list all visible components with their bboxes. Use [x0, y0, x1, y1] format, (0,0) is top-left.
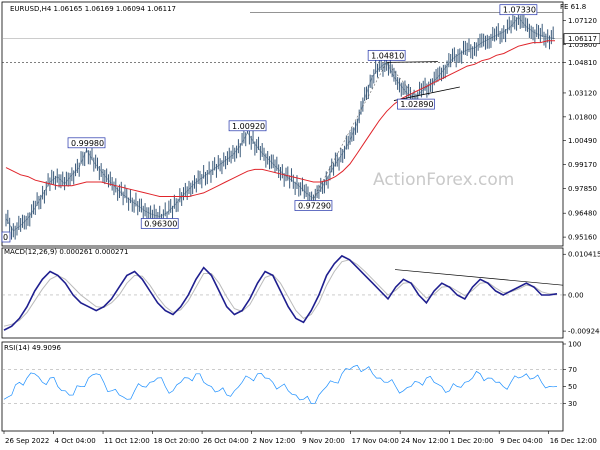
- panel-frame: [1, 247, 564, 339]
- price-line: [5, 16, 556, 232]
- x-tick-label: 2 Nov 12:00: [253, 437, 296, 445]
- price-y-tick-label: 1.04810: [568, 59, 597, 67]
- rsi-panel: 100 70 50 30: [1, 341, 581, 432]
- level-label-box: [499, 4, 538, 16]
- moving-average-line: [5, 40, 555, 197]
- wave-dotted: [313, 62, 387, 199]
- level-label: 1.07330: [503, 6, 536, 15]
- trendline-upper: [386, 61, 438, 63]
- x-tick-label: 4 Oct 04:00: [55, 437, 96, 445]
- level-label-box: [67, 137, 106, 149]
- x-tick-label: 9 Dec 04:00: [500, 437, 543, 445]
- price-y-tick-label: 1.01800: [568, 113, 597, 121]
- wave-dotted: [386, 62, 417, 98]
- x-tick-label: 26 Oct 04:00: [203, 437, 249, 445]
- price-y-tick-label: 0.96480: [568, 210, 597, 218]
- level-label: 1.04810: [371, 51, 404, 60]
- macd-divergence-line: [394, 269, 564, 286]
- macd-line: [3, 254, 558, 331]
- macd-signal-line: [3, 259, 557, 327]
- x-tick-label: 17 Nov 04:00: [352, 437, 399, 445]
- price-y-tick-label: 1.00490: [568, 137, 597, 145]
- current-price-tag: [563, 33, 600, 45]
- x-tick-label: 24 Nov 12:00: [401, 437, 448, 445]
- panel-frame: [1, 341, 564, 432]
- price-y-tick-label: 0.99170: [568, 161, 597, 169]
- macd-panel: 0.010415 0.00 -0.009244: [1, 247, 600, 339]
- x-tick-label: 26 Sep 2022: [5, 437, 49, 445]
- panel-frame: [1, 1, 564, 247]
- price-y-tick-label: 1.07120: [568, 17, 597, 25]
- price-y-tick-label: 1.05800: [568, 41, 597, 49]
- x-tick-label: 1 Dec 20:00: [451, 437, 494, 445]
- level-label: 0.96300: [144, 219, 177, 228]
- x-axis: 26 Sep 2022 4 Oct 04:00 11 Oct 12:00 18 Oct…: [3, 431, 597, 445]
- level-label: 0.97290: [298, 202, 331, 211]
- rsi-title: RSI(14) 49.9096: [4, 344, 61, 352]
- macd-y-tick-label: -0.009244: [568, 328, 600, 336]
- corner-label: 0: [3, 233, 8, 242]
- rsi-y-tick-label: 70: [568, 366, 577, 374]
- rsi-y-tick-label: 100: [568, 341, 581, 349]
- current-price-label: 1.06117: [568, 35, 597, 43]
- macd-title: MACD(12,26,9) 0.000261 0.000271: [4, 248, 128, 256]
- level-label-box: [140, 218, 179, 229]
- level-label-box: [397, 98, 435, 110]
- price-panel: 1.07120 1.05800 1.04810 1.03120 1.01800 1.004…: [1, 1, 600, 247]
- rsi-y-tick-label: 30: [568, 400, 577, 408]
- level-label: 1.00920: [232, 122, 265, 131]
- x-tick-label: 11 Oct 12:00: [104, 437, 150, 445]
- fib-label: FE 61.8: [560, 3, 586, 11]
- level-label: 0.99980: [71, 139, 104, 148]
- macd-y-tick-label: 0.010415: [568, 251, 600, 259]
- rsi-line: [3, 364, 558, 404]
- price-y-tick-label: 0.97850: [568, 185, 597, 193]
- price-title: EURUSD,H4 1.06165 1.06169 1.06094 1.0611…: [10, 5, 176, 13]
- x-tick-label: 18 Oct 20:00: [154, 437, 200, 445]
- price-y-tick-label: 1.03120: [568, 89, 597, 97]
- corner-label-box: [1, 231, 11, 243]
- x-tick-label: 16 Dec 12:00: [550, 437, 597, 445]
- x-tick-label: 9 Nov 20:00: [302, 437, 345, 445]
- macd-y-tick-label: 0.00: [568, 291, 584, 299]
- trendline-lower: [393, 86, 460, 101]
- level-label-box: [294, 200, 333, 211]
- price-y-tick-label: 0.95160: [568, 234, 597, 242]
- watermark: ActionForex.com: [373, 170, 514, 190]
- level-label-box: [228, 120, 267, 132]
- level-label-box: [367, 49, 406, 61]
- rsi-y-tick-label: 50: [568, 383, 577, 391]
- level-label: 1.02890: [400, 100, 433, 109]
